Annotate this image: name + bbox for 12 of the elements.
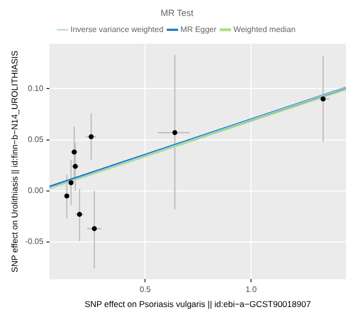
legend-title: MR Test xyxy=(160,8,194,18)
legend-label: Weighted median xyxy=(233,25,296,34)
y-tick-label: -0.05 xyxy=(25,237,44,246)
y-axis-title: SNP effect on Urolithiasis || id:finn−b−N14_UROLITHIASIS xyxy=(9,50,20,272)
y-tick-label: 0.05 xyxy=(28,135,44,144)
x-axis-title: SNP effect on Psoriasis vulgaris || id:ebi−a−GCST90018907 xyxy=(84,299,312,310)
y-tick-label: 0.00 xyxy=(28,186,44,196)
x-tick-label: 0.5 xyxy=(140,285,152,294)
x-tick-label: 1.0 xyxy=(246,285,258,294)
y-tick-label: 0.10 xyxy=(28,84,44,93)
legend-label: MR Egger xyxy=(180,25,217,34)
legend-label: Inverse variance weighted xyxy=(70,25,164,34)
